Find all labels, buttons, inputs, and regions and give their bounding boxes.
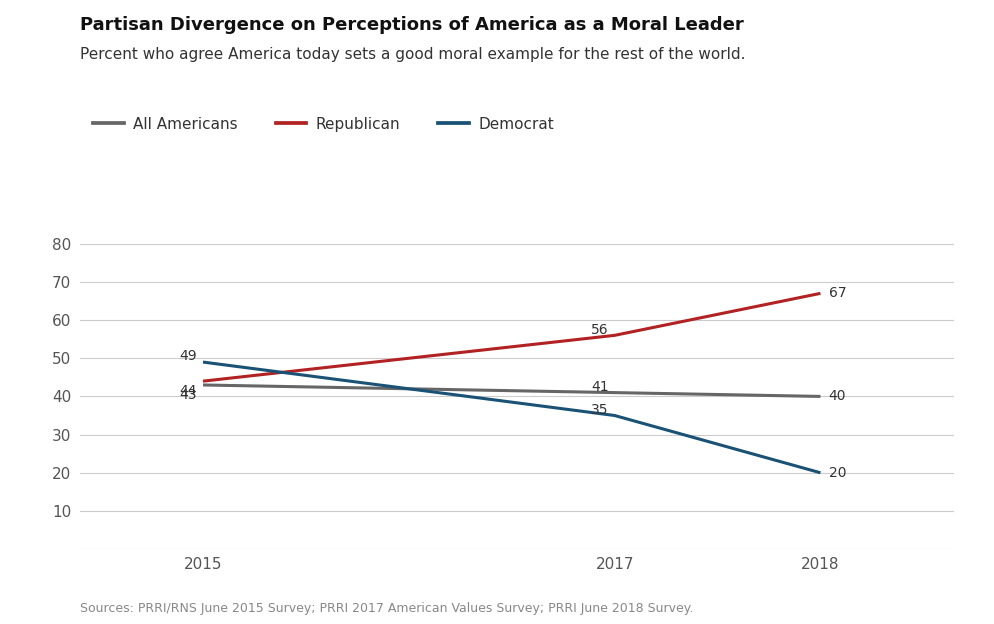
Legend: All Americans, Republican, Democrat: All Americans, Republican, Democrat bbox=[87, 110, 560, 138]
Text: 41: 41 bbox=[590, 380, 608, 394]
Text: 67: 67 bbox=[829, 286, 846, 300]
Text: 43: 43 bbox=[179, 388, 197, 401]
Text: 56: 56 bbox=[590, 323, 608, 336]
Text: Partisan Divergence on Perceptions of America as a Moral Leader: Partisan Divergence on Perceptions of Am… bbox=[80, 16, 744, 34]
Text: 35: 35 bbox=[591, 402, 608, 417]
Text: 40: 40 bbox=[829, 389, 846, 404]
Text: 49: 49 bbox=[179, 349, 197, 363]
Text: Percent who agree America today sets a good moral example for the rest of the wo: Percent who agree America today sets a g… bbox=[80, 47, 746, 62]
Text: 44: 44 bbox=[179, 384, 197, 397]
Text: Sources: PRRI/RNS June 2015 Survey; PRRI 2017 American Values Survey; PRRI June : Sources: PRRI/RNS June 2015 Survey; PRRI… bbox=[80, 602, 693, 615]
Text: 20: 20 bbox=[829, 466, 846, 480]
